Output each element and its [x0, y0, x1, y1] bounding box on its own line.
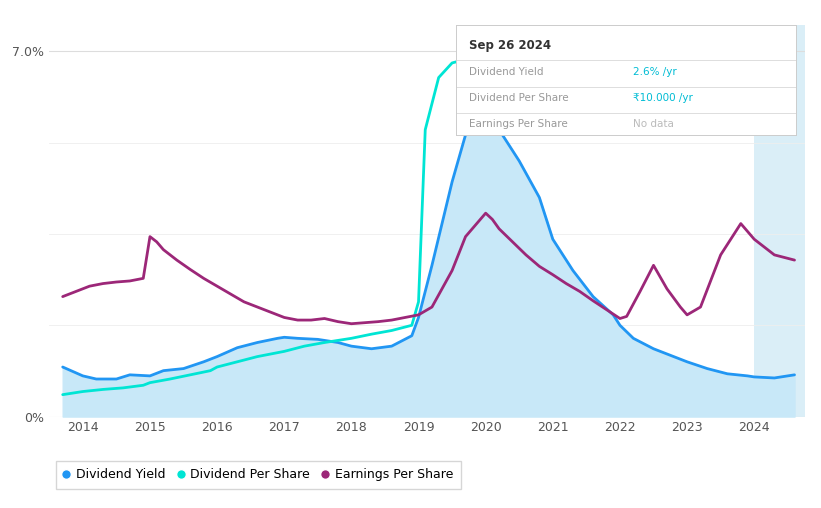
Text: Past: Past: [758, 54, 784, 67]
Text: Dividend Yield: Dividend Yield: [470, 67, 544, 77]
Text: Dividend Per Share: Dividend Per Share: [470, 93, 569, 103]
Text: No data: No data: [633, 119, 674, 130]
Text: ₹10.000 /yr: ₹10.000 /yr: [633, 93, 693, 103]
Text: Sep 26 2024: Sep 26 2024: [470, 39, 552, 51]
Text: 2.6% /yr: 2.6% /yr: [633, 67, 677, 77]
Bar: [754, 25, 818, 417]
Legend: Dividend Yield, Dividend Per Share, Earnings Per Share: Dividend Yield, Dividend Per Share, Earn…: [56, 461, 461, 489]
Text: Earnings Per Share: Earnings Per Share: [470, 119, 568, 130]
